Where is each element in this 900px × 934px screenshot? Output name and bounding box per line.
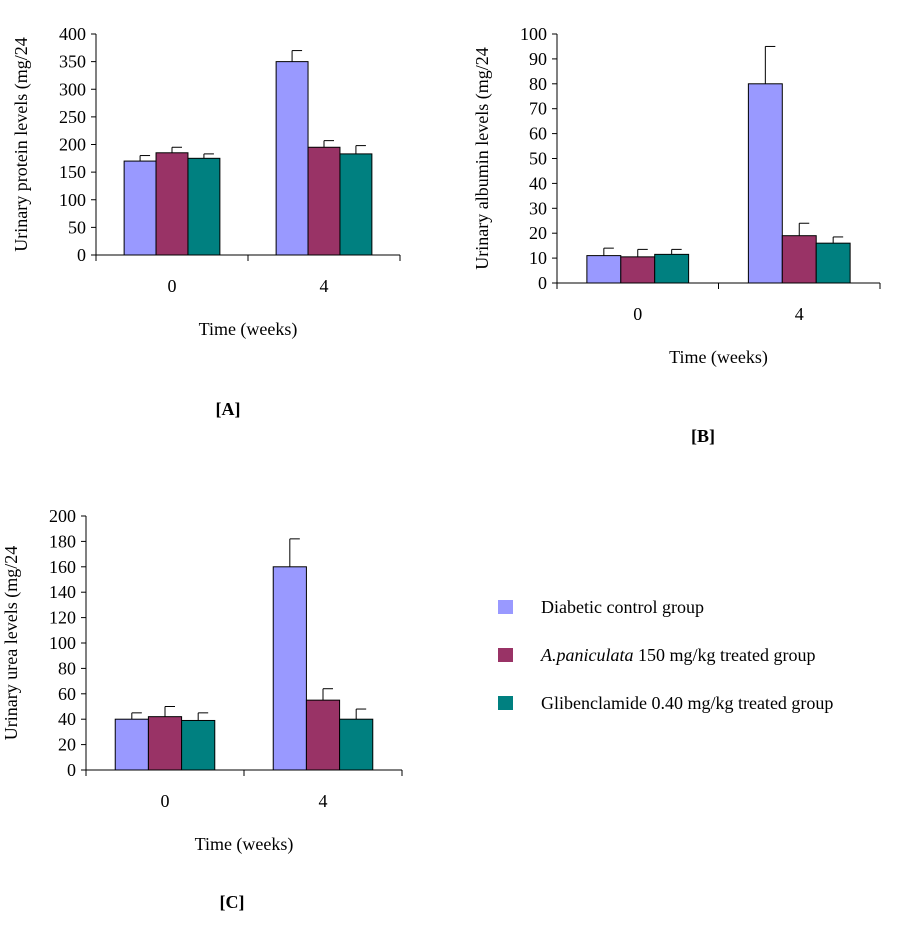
y-tick-label: 350	[59, 52, 86, 72]
legend-swatch-paniculata	[498, 648, 513, 662]
bar-diabetic-4	[272, 566, 307, 771]
legend-label-gliben: Glibenclamide 0.40 mg/kg treated group	[541, 692, 834, 713]
y-tick-label: 0	[67, 760, 76, 780]
y-tick-label: 20	[529, 223, 547, 243]
bar-gliben-4	[339, 153, 373, 256]
y-tick-label: 30	[529, 198, 547, 218]
x-tick-label: 4	[795, 304, 804, 324]
y-axis-label: Urinary urea levels (mg/24	[1, 546, 22, 740]
bar-gliben-4	[815, 242, 851, 284]
x-tick-label: 0	[633, 304, 642, 324]
chart-panel-1: 0 10 20 30 40 50 60 70 80 90 100 0 4 Urinary albumin …	[472, 24, 881, 446]
y-tick-label: 180	[49, 531, 76, 551]
bar-gliben-0	[187, 157, 221, 256]
bar-paniculata-4	[307, 146, 341, 256]
bar-paniculata-4	[781, 235, 817, 284]
legend-label-paniculata-rest: 150 mg/kg treated group	[633, 644, 816, 665]
bar-paniculata-0	[155, 152, 189, 256]
legend-swatch-diabetic	[498, 600, 513, 614]
chart-panel-2: 0 20 40 60 80 100 120 140 160 180 200 0 4 Urinary ure…	[1, 506, 403, 912]
y-tick-label: 250	[59, 107, 86, 127]
x-tick-label: 0	[161, 791, 170, 811]
legend-label-paniculata: A.paniculata 150 mg/kg treated group	[541, 645, 815, 666]
bar-gliben-0	[654, 253, 690, 284]
legend-label-paniculata-species: A.paniculata	[541, 644, 634, 665]
legend: Diabetic control group A.paniculata 150 …	[498, 596, 834, 742]
x-axis-label: Time (weeks)	[195, 834, 294, 855]
y-tick-label: 70	[529, 99, 547, 119]
y-tick-label: 40	[58, 709, 76, 729]
legend-label-diabetic: Diabetic control group	[541, 596, 704, 617]
y-tick-label: 60	[529, 124, 547, 144]
y-axis-label: Urinary albumin levels (mg/24	[472, 47, 493, 269]
bar-paniculata-0	[620, 256, 656, 284]
y-tick-label: 200	[49, 506, 76, 526]
y-tick-label: 40	[529, 173, 547, 193]
y-tick-label: 80	[529, 74, 547, 94]
bar-diabetic-4	[275, 61, 309, 256]
y-tick-label: 20	[58, 735, 76, 755]
y-tick-label: 80	[58, 658, 76, 678]
x-tick-label: 0	[168, 276, 177, 296]
y-tick-label: 10	[529, 248, 547, 268]
y-axis-label: Urinary protein levels (mg/24	[11, 37, 32, 251]
panel-label: [A]	[216, 399, 241, 419]
y-tick-label: 150	[59, 162, 86, 182]
bar-diabetic-0	[123, 160, 157, 256]
bar-gliben-0	[181, 719, 216, 771]
y-tick-label: 160	[49, 557, 76, 577]
chart-panel-0: 0 50 100 150 200 250 300 350 400 0 4 Urinary protei…	[11, 24, 401, 419]
y-tick-label: 100	[59, 190, 86, 210]
panel-label: [B]	[691, 426, 715, 446]
y-tick-label: 140	[49, 582, 76, 602]
bar-paniculata-0	[147, 716, 183, 771]
legend-swatch-gliben	[498, 696, 513, 710]
y-tick-label: 60	[58, 684, 76, 704]
panel-label: [C]	[220, 892, 245, 912]
bar-diabetic-4	[747, 83, 783, 284]
y-tick-label: 100	[520, 24, 547, 44]
y-tick-label: 0	[538, 273, 547, 293]
legend-item-paniculata: A.paniculata 150 mg/kg treated group	[498, 645, 833, 666]
y-tick-label: 120	[49, 608, 76, 628]
x-tick-label: 4	[319, 791, 328, 811]
x-tick-label: 4	[320, 276, 329, 296]
y-tick-label: 0	[77, 245, 86, 265]
bar-gliben-4	[339, 718, 374, 771]
legend-item-diabetic: Diabetic control group	[498, 596, 833, 617]
y-tick-label: 90	[529, 49, 547, 69]
y-tick-label: 200	[59, 135, 86, 155]
y-tick-label: 100	[49, 633, 76, 653]
y-tick-label: 50	[68, 217, 86, 237]
y-tick-label: 50	[529, 149, 547, 169]
y-tick-label: 400	[59, 24, 86, 44]
bar-paniculata-4	[305, 699, 341, 771]
bar-diabetic-0	[114, 718, 149, 771]
x-axis-label: Time (weeks)	[199, 319, 298, 340]
x-axis-label: Time (weeks)	[669, 347, 768, 368]
y-tick-label: 300	[59, 79, 86, 99]
legend-item-gliben: Glibenclamide 0.40 mg/kg treated group	[498, 692, 834, 713]
bar-diabetic-0	[586, 255, 622, 284]
